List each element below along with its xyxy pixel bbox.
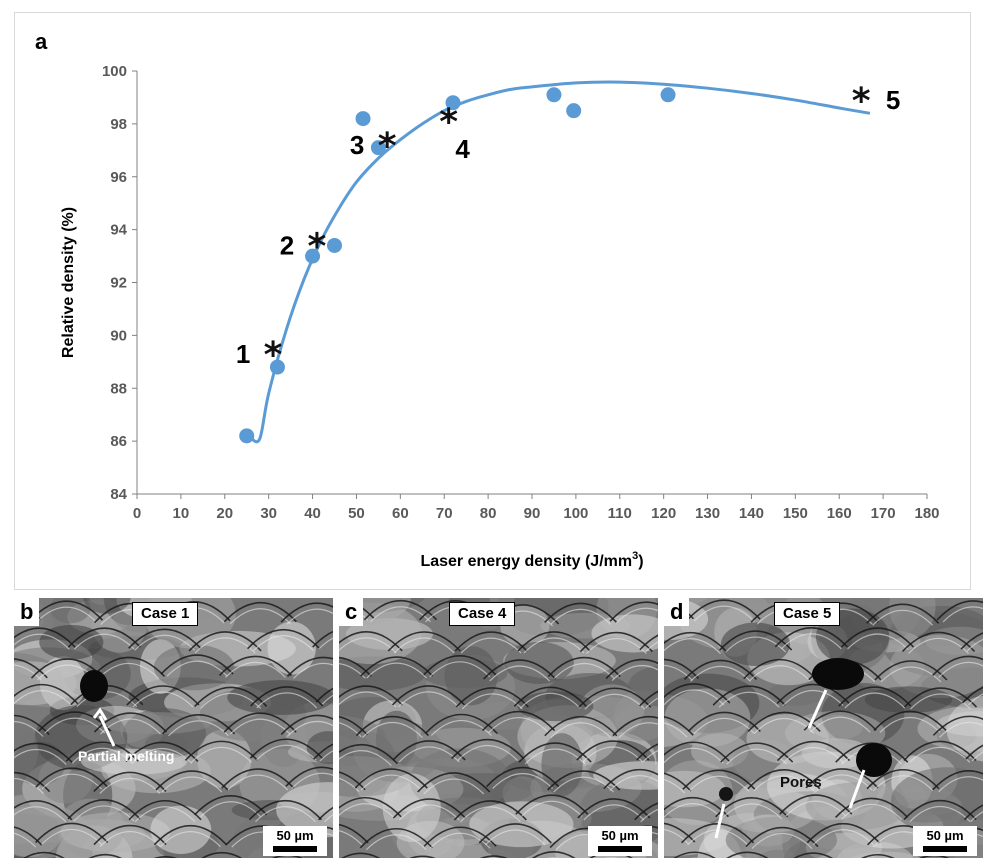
y-tick-label: 92 — [110, 275, 127, 292]
panel-letter-b: b — [14, 598, 40, 626]
x-tick-label: 130 — [695, 505, 720, 522]
y-axis-title: Relative density (%) — [60, 207, 77, 358]
micrograph-case-5: d Case 5 Pores 50 µm — [664, 598, 983, 858]
case-marker: * — [852, 81, 871, 122]
case-label-3: 3 — [350, 130, 364, 160]
x-tick-label: 160 — [827, 505, 852, 522]
y-tick-label: 84 — [110, 486, 127, 503]
data-point — [239, 428, 255, 444]
x-tick-label: 60 — [392, 505, 409, 522]
x-tick-label: 20 — [216, 505, 233, 522]
data-point — [327, 237, 342, 253]
data-point — [269, 359, 285, 375]
scale-bar-line — [598, 846, 642, 852]
data-point — [660, 87, 676, 103]
scale-bar-line — [923, 846, 967, 852]
x-tick-label: 100 — [563, 505, 588, 522]
scale-bar-label: 50 µm — [926, 828, 964, 843]
x-tick-label: 0 — [133, 505, 141, 522]
x-tick-label: 110 — [608, 505, 632, 522]
scale-bar-label: 50 µm — [601, 828, 639, 843]
panel-letter-a: a — [35, 29, 48, 54]
pores-annotation: Pores — [780, 774, 822, 791]
case-label: Case 4 — [449, 602, 516, 626]
case-marker: * — [439, 102, 458, 143]
case-marker: * — [308, 226, 327, 267]
micrograph-texture — [339, 598, 658, 858]
panel-letter-c: c — [339, 598, 364, 626]
micrograph-texture — [664, 598, 983, 858]
chart-frame: a 84 86 88 90 92 94 96 98 100 0 10 20 30 40 50 60 70 80 90 1… — [14, 12, 971, 590]
scale-bar: 50 µm — [913, 826, 977, 856]
x-tick-label: 70 — [436, 505, 453, 522]
partial-melting-annotation: Partial melting — [78, 748, 175, 764]
x-tick-label: 30 — [260, 505, 277, 522]
x-axis-title: Laser energy density (J/mm3) — [420, 550, 643, 570]
case-label: Case 1 — [132, 602, 199, 626]
data-point — [305, 248, 321, 264]
y-tick-label: 100 — [102, 63, 127, 80]
x-tick-label: 40 — [304, 505, 321, 522]
y-tick-label: 86 — [110, 433, 127, 450]
x-tick-label: 80 — [480, 505, 497, 522]
y-tick-label: 88 — [110, 380, 127, 397]
case-marker: * — [264, 335, 283, 376]
data-point — [566, 103, 582, 119]
data-point — [546, 87, 562, 103]
case-marker: * — [378, 126, 397, 167]
y-tick-label: 90 — [110, 327, 127, 344]
case-label-2: 2 — [280, 230, 294, 260]
scale-bar: 50 µm — [588, 826, 652, 856]
scale-bar: 50 µm — [263, 826, 327, 856]
x-tick-label: 170 — [871, 505, 896, 522]
x-tick-label: 180 — [914, 505, 939, 522]
x-tick-label: 50 — [348, 505, 365, 522]
micrograph-case-4: c Case 4 50 µm — [339, 598, 658, 858]
y-tick-label: 98 — [110, 116, 127, 133]
relative-density-chart: a 84 86 88 90 92 94 96 98 100 0 10 20 30 40 50 60 70 80 90 1… — [35, 29, 940, 570]
scale-bar-line — [273, 846, 317, 852]
data-point — [370, 140, 386, 156]
x-tick-label: 10 — [173, 505, 190, 522]
x-tick-label: 120 — [651, 505, 676, 522]
x-tick-label: 150 — [783, 505, 808, 522]
micrograph-texture — [14, 598, 333, 858]
data-point — [445, 95, 461, 111]
case-label: Case 5 — [774, 602, 841, 626]
fit-curve-line — [250, 80, 871, 444]
x-tick-label: 140 — [739, 505, 764, 522]
scale-bar-label: 50 µm — [276, 828, 314, 843]
y-tick-label: 96 — [110, 169, 127, 186]
case-label-5: 5 — [886, 85, 900, 115]
x-tick-label: 90 — [524, 505, 541, 522]
case-label-4: 4 — [455, 134, 470, 164]
panel-letter-d: d — [664, 598, 690, 626]
data-point — [355, 111, 371, 127]
y-tick-label: 94 — [110, 222, 127, 239]
micrograph-case-1: b Case 1 Partial melting 50 µm — [14, 598, 333, 858]
case-label-1: 1 — [236, 339, 250, 369]
